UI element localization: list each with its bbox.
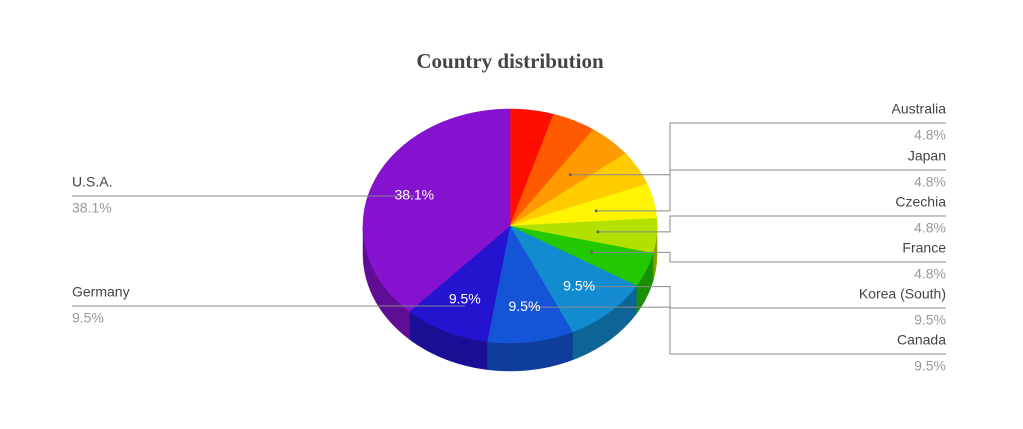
legend-value: 9.5%: [72, 310, 104, 326]
leader-line: [579, 286, 946, 309]
leader-dot: [596, 230, 600, 234]
pie-slice: [362, 108, 511, 312]
pie-slice: [509, 218, 658, 254]
pie-slice: [509, 108, 554, 227]
leader-line: [570, 122, 946, 176]
legend-value: 4.8%: [914, 174, 946, 190]
slice-label: 9.5%: [509, 298, 541, 314]
pie-slice: [509, 129, 626, 227]
legend-value: 38.1%: [72, 200, 112, 216]
legend-value: 4.8%: [914, 220, 946, 236]
slice-label: 38.1%: [394, 187, 434, 203]
legend-label: Germany: [72, 284, 130, 300]
leader-dot: [594, 209, 598, 213]
pie-slice: [486, 225, 573, 344]
leader-line: [597, 215, 946, 233]
legend-label: U.S.A.: [72, 174, 112, 190]
pie-slice: [509, 225, 637, 333]
legend-label: Korea (South): [859, 286, 946, 302]
legend-value: 9.5%: [914, 312, 946, 328]
leader-dot: [590, 250, 594, 254]
legend-label: France: [902, 240, 946, 256]
leader-line: [591, 251, 946, 263]
pie-slice: [509, 153, 648, 227]
leader-line: [524, 306, 946, 355]
pie-slice: [509, 225, 654, 287]
legend-value: 4.8%: [914, 266, 946, 282]
slice-label: 9.5%: [449, 290, 481, 306]
legend-value: 4.8%: [914, 127, 946, 143]
legend-label: Czechia: [895, 194, 946, 210]
leader-line: [596, 169, 946, 212]
chart-title: Country distribution: [416, 49, 604, 73]
legend-label: Canada: [897, 332, 946, 348]
pie-slice: [509, 183, 657, 227]
slice-label: 9.5%: [563, 277, 595, 293]
legend-label: Australia: [892, 101, 947, 117]
legend-value: 9.5%: [914, 358, 946, 374]
leader-dot: [568, 173, 572, 177]
pie-slice: [509, 113, 594, 227]
pie-slice: [409, 225, 511, 342]
legend-label: Japan: [908, 148, 946, 164]
